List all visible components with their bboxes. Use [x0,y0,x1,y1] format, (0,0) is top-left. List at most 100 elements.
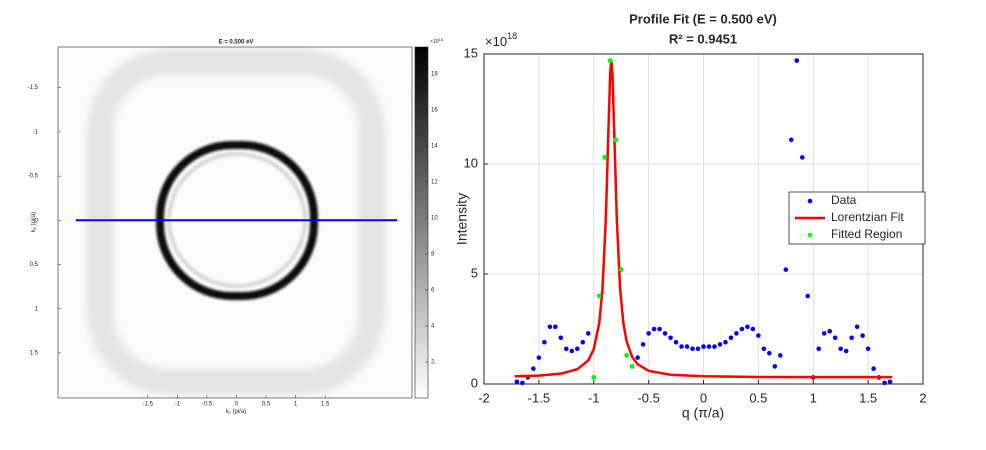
legend: Data Lorentzian Fit Fitted Region [788,191,926,245]
data-point [739,326,745,332]
data-point [580,339,586,345]
x-tick-label: 0 [700,390,707,405]
fit-line [514,60,893,379]
data-point [745,324,750,330]
data-point [799,155,805,160]
data-point [794,58,800,63]
x-tick-label: 2 [919,390,926,405]
data-point [728,335,734,341]
legend-swatch [807,198,813,204]
multiplier-exponent: 18 [438,37,443,42]
multiplier-exponent: 18 [507,31,517,41]
colorbar-tick-label: 6 [431,288,435,294]
data-point [624,353,629,358]
data-point [662,331,668,336]
data-point [635,355,640,360]
colorbar-tick-label: 16 [431,108,438,114]
data-point [574,346,580,352]
y-tick-label: 15 [464,45,478,60]
data-point [706,344,712,349]
colorbar-tick-label: 4 [431,324,435,330]
heatmap-image [58,47,412,398]
data-point [701,344,706,349]
y-tick-label: 0 [471,375,478,390]
x-tick-label: -1 [588,390,600,405]
colorbar-tick-label: 14 [431,144,438,150]
data-point [783,267,789,272]
data-point [778,353,783,358]
data-point [585,331,591,336]
data-point [761,346,767,352]
y-label-sub: y [32,227,37,229]
data-point [838,346,843,352]
heatmap-title: E = 0.500 eV [219,40,254,46]
data-point [805,293,811,299]
data-point [602,155,608,160]
data-point [756,333,761,338]
data-point [827,328,833,334]
data-point [514,379,520,385]
heatmap-y-label: ky (pi/a) [31,212,37,232]
data-point [553,324,558,330]
colorbar-multiplier: ×1018 [430,37,444,45]
data-point [717,342,723,347]
data-point [843,348,849,354]
x-tick-label: 0.5 [262,402,271,408]
colorbar-tick-label: 18 [431,72,438,78]
y-multiplier: ×1018 [485,31,517,49]
y-tick-label: -1 [33,129,39,135]
legend-label: Fitted Region [831,227,902,241]
y-tick-label: 10 [464,155,478,170]
x-tick-label: 1 [294,402,298,408]
x-tick-label: -2 [478,390,490,405]
data-point [772,364,778,369]
multiplier-base: ×10 [430,39,439,45]
data-point [816,346,822,352]
x-tick-label: 1 [810,390,817,405]
colorbar-tick-label: 12 [431,180,438,186]
data-point [695,346,701,352]
data-point [723,339,728,345]
data-point [679,344,684,349]
data-point [531,366,536,371]
data-point [832,335,838,341]
x-tick-label: 1.5 [859,390,877,405]
y-tick-label: 1 [35,306,39,312]
x-tick-label: -1 [175,402,181,408]
data-point [629,364,635,369]
x-tick-label: 0.5 [749,390,767,405]
x-tick-label: 0 [235,402,239,408]
x-label-unit: (pi/a) [231,409,246,415]
y-axis-label: Intensity [454,193,470,245]
data-point [849,335,854,341]
multiplier-base: ×10 [485,34,507,49]
data-point [591,375,597,380]
data-point [789,137,794,143]
data-point [569,348,575,354]
legend-label: Lorentzian Fit [831,210,904,224]
data-point [871,366,876,371]
data-point [536,355,542,360]
data-point [607,58,613,63]
chart-subtitle: R² = 0.9451 [669,31,737,46]
legend-label: Data [831,193,857,207]
x-tick-label: -0.5 [202,402,213,408]
data-point [646,331,651,336]
data-point [596,293,602,299]
chart-title: Profile Fit (E = 0.500 eV) [629,11,777,26]
x-tick-label: -1.5 [143,402,154,408]
data-point [651,326,657,332]
data-point [520,380,525,386]
data-point [865,346,871,352]
data-point [558,335,564,341]
data-point [618,267,624,272]
y-label-unit: (pi/a) [31,212,37,227]
x-tick-label: 1.5 [321,402,330,408]
data-point [887,379,893,385]
x-label-main: k [226,409,230,415]
heatmap-x-label: kx (pi/a) [226,409,246,415]
data-point [613,137,618,143]
data-point [684,344,690,349]
x-axis-label: q (π/a) [682,405,724,421]
